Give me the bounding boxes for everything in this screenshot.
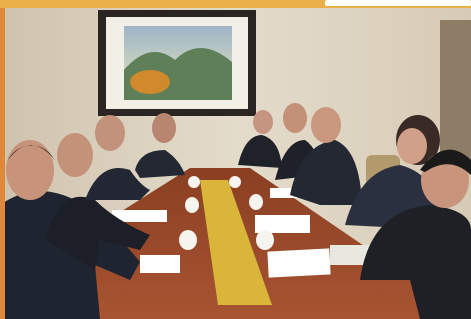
cup (229, 176, 241, 188)
cup (249, 194, 263, 210)
cup (185, 197, 199, 213)
face (253, 110, 273, 134)
painting-trees (130, 70, 170, 94)
scene (0, 0, 471, 319)
banner-label (325, 0, 471, 6)
face (95, 115, 125, 151)
cup (188, 176, 200, 188)
paper (140, 255, 180, 273)
face (397, 128, 427, 164)
cup (256, 230, 274, 250)
face (311, 107, 341, 143)
left-edge-strip (0, 0, 5, 319)
paper (267, 248, 330, 277)
page (0, 0, 471, 319)
door-frame (440, 20, 471, 160)
face (283, 103, 307, 133)
face (6, 140, 54, 200)
meeting-photo (0, 0, 471, 319)
cup (179, 230, 197, 250)
face (57, 133, 93, 177)
face (152, 113, 176, 143)
